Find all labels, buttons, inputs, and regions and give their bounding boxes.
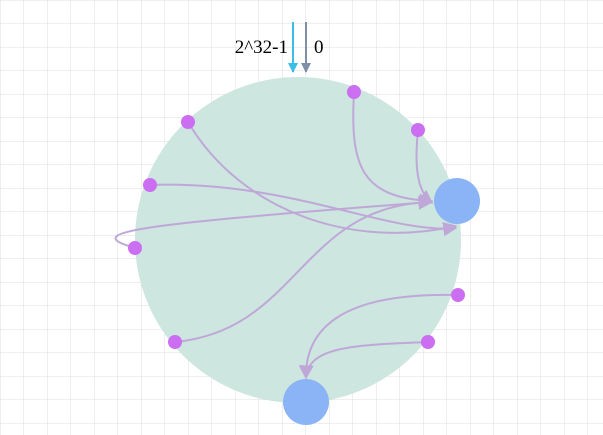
key-nodes: [128, 85, 465, 349]
edge-key-7: [298, 293, 459, 380]
edge-key-5: [114, 195, 433, 249]
server-node-right: [434, 178, 480, 224]
key-node-6: [168, 335, 182, 349]
edge-key-4: [149, 183, 458, 237]
edges: [114, 91, 459, 380]
key-node-5: [128, 241, 142, 255]
edge-key-1: [352, 91, 434, 208]
max-hash-label: 2^32-1: [235, 37, 288, 58]
edge-key-3: [187, 121, 458, 236]
key-node-2: [411, 123, 425, 137]
edge-key-8: [299, 341, 429, 380]
edge-key-6: [174, 195, 434, 343]
key-node-4: [143, 178, 157, 192]
key-node-7: [451, 288, 465, 302]
key-node-1: [347, 85, 361, 99]
key-node-8: [421, 335, 435, 349]
key-node-3: [181, 115, 195, 129]
server-node-bottom: [283, 379, 329, 425]
zero-label: 0: [314, 37, 324, 58]
